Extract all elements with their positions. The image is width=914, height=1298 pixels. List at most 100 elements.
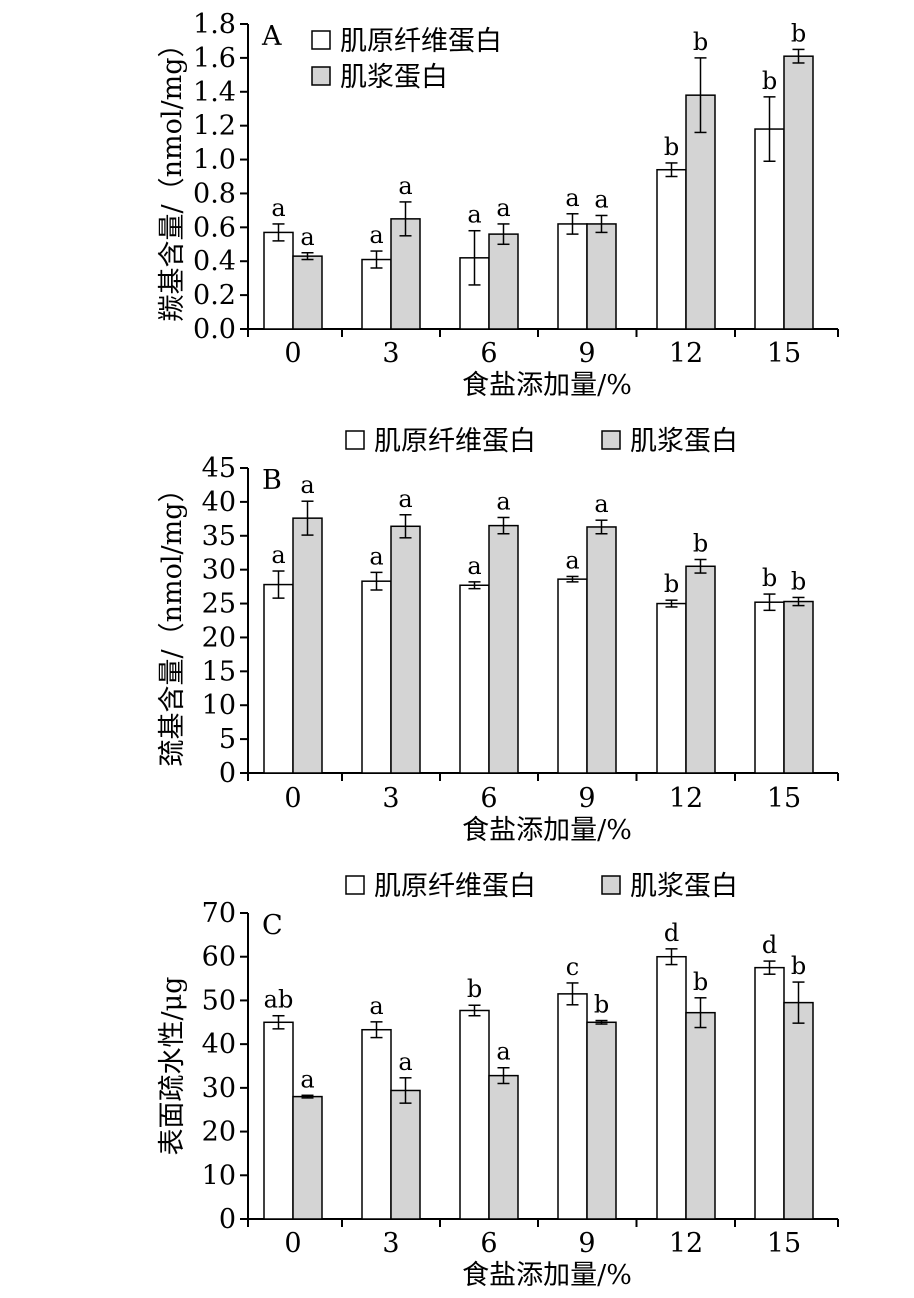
significance-letter: a [467,552,481,580]
x-tick-label: 12 [669,338,703,369]
bar-myofibrillar [656,602,687,774]
y-tick-label: 30 [202,1073,236,1104]
y-tick-label: 15 [202,656,236,687]
bar-myofibrillar [557,993,588,1220]
bar-sarcoplasmic [783,1001,814,1220]
panel-letter: A [261,21,282,52]
significance-letter: a [565,184,579,212]
panel-letter: C [262,910,283,941]
significance-letter: b [693,28,708,56]
bar-sarcoplasmic [685,565,716,774]
x-tick-label: 6 [480,783,497,814]
significance-letter: a [369,221,383,249]
x-axis-title: 食盐添加量/% [462,370,632,401]
y-tick-label: 40 [202,487,236,518]
significance-letter: a [271,194,285,222]
significance-letter: a [300,1065,314,1093]
x-tick-label: 6 [480,1228,497,1259]
significance-letter: ab [264,986,294,1014]
significance-letter: a [369,992,383,1020]
significance-letter: b [594,991,609,1019]
significance-letter: a [565,546,579,574]
y-tick-label: 60 [202,942,236,973]
bar-myofibrillar [656,955,687,1220]
significance-letter: b [693,530,708,558]
significance-letter: a [496,1038,510,1066]
significance-letter: a [594,185,608,213]
bar-myofibrillar [656,168,687,330]
significance-letter: a [271,541,285,569]
y-tick-label: 0 [219,1204,236,1235]
y-tick-label: 1.0 [193,145,236,176]
y-tick-label: 0 [219,758,236,789]
x-axis-title: 食盐添加量/% [462,815,632,846]
significance-letter: a [369,542,383,570]
y-tick-label: 30 [202,555,236,586]
significance-letter: a [398,1048,412,1076]
significance-letter: b [693,968,708,996]
x-tick-label: 15 [767,1228,801,1259]
bar-sarcoplasmic [292,517,323,774]
significance-letter: a [496,487,510,515]
bar-myofibrillar [459,1009,490,1220]
y-tick-label: 40 [202,1029,236,1060]
bar-myofibrillar [263,1021,294,1220]
y-tick-label: 0.0 [193,314,236,345]
legend-label: 肌原纤维蛋白 [374,871,536,902]
panel-letter: B [262,465,282,496]
significance-letter: b [664,570,679,598]
bar-sarcoplasmic [783,600,814,774]
bar-myofibrillar [361,1028,392,1220]
bar-myofibrillar [361,580,392,774]
bar-sarcoplasmic [488,1074,519,1220]
legend-swatch [311,30,331,50]
y-tick-label: 1.2 [193,111,236,142]
x-tick-label: 3 [382,338,399,369]
x-tick-label: 3 [382,1228,399,1259]
bar-sarcoplasmic [488,524,519,774]
bar-sarcoplasmic [685,94,716,330]
x-tick-label: 0 [284,783,301,814]
legend-swatch [345,875,365,895]
x-tick-label: 15 [767,783,801,814]
bar-sarcoplasmic [586,223,617,330]
bar-sarcoplasmic [586,526,617,774]
y-tick-label: 1.6 [193,43,236,74]
significance-letter: a [467,201,481,229]
significance-letter: d [762,931,777,959]
y-tick-label: 0.2 [193,280,236,311]
y-tick-label: 20 [202,622,236,653]
significance-letter: c [566,953,579,981]
bar-sarcoplasmic [783,55,814,330]
legend-label: 肌浆蛋白 [630,426,738,457]
significance-letter: a [398,172,412,200]
legend-swatch [601,430,621,450]
panel-a: 0.00.20.40.60.81.01.21.41.61.80 3 6 9 12 15aa… [157,9,839,401]
y-tick-label: 0.8 [193,178,236,209]
bar-myofibrillar [361,258,392,330]
bar-myofibrillar [263,583,294,774]
x-tick-label: 0 [284,338,301,369]
bar-sarcoplasmic [685,1011,716,1220]
significance-letter: b [467,975,482,1003]
significance-letter: a [594,490,608,518]
significance-letter: a [398,485,412,513]
x-tick-label: 0 [284,1228,301,1259]
y-tick-label: 1.4 [193,77,236,108]
x-tick-label: 6 [480,338,497,369]
y-tick-label: 25 [202,589,236,620]
significance-letter: a [496,194,510,222]
y-tick-label: 50 [202,985,236,1016]
x-tick-label: 12 [669,1228,703,1259]
y-axis-title: 巯基含量/（nmol/mg） [157,476,188,767]
x-tick-label: 3 [382,783,399,814]
x-tick-label: 15 [767,338,801,369]
legend-label: 肌原纤维蛋白 [340,26,502,57]
y-tick-label: 10 [202,1160,236,1191]
y-tick-label: 5 [219,724,236,755]
y-tick-label: 20 [202,1117,236,1148]
bar-myofibrillar [754,966,785,1220]
